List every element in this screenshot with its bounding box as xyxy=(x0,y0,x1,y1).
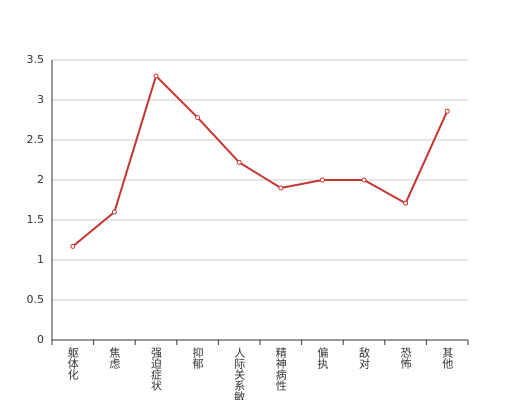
x-tick-label: 精神病性 xyxy=(274,347,287,392)
y-tick-label: 1.5 xyxy=(27,213,45,226)
x-tick-label: 人际关系敏感 xyxy=(233,347,246,400)
point xyxy=(153,73,159,79)
point xyxy=(236,159,242,165)
line xyxy=(72,74,449,248)
x-tick-label: 偏执 xyxy=(316,346,329,370)
point xyxy=(70,243,76,249)
point xyxy=(361,177,367,183)
x-tick-label: 恐怖 xyxy=(399,347,412,369)
point xyxy=(319,177,325,183)
y-tick-label: 3 xyxy=(37,93,44,106)
point xyxy=(111,209,117,215)
x-tick-label: 敌对 xyxy=(358,346,371,369)
point xyxy=(195,115,201,121)
y-tick-label: 0 xyxy=(37,333,44,346)
x-tick-label: 躯体化 xyxy=(66,347,79,381)
point xyxy=(278,185,284,191)
x-tick-label: 焦虑 xyxy=(108,347,121,369)
point xyxy=(403,200,409,206)
x-tick-label: 强迫症状 xyxy=(150,347,163,391)
y-tick-label: 2.5 xyxy=(27,133,45,146)
y-tick-label: 0.5 xyxy=(27,293,45,306)
y-tick-label: 3.5 xyxy=(27,53,45,66)
x-tick-label: 抑郁 xyxy=(191,346,204,369)
y-tick-label: 1 xyxy=(37,253,44,266)
x-tick-label: 其他 xyxy=(441,347,454,369)
y-tick-label: 2 xyxy=(37,173,44,186)
point xyxy=(444,108,450,114)
